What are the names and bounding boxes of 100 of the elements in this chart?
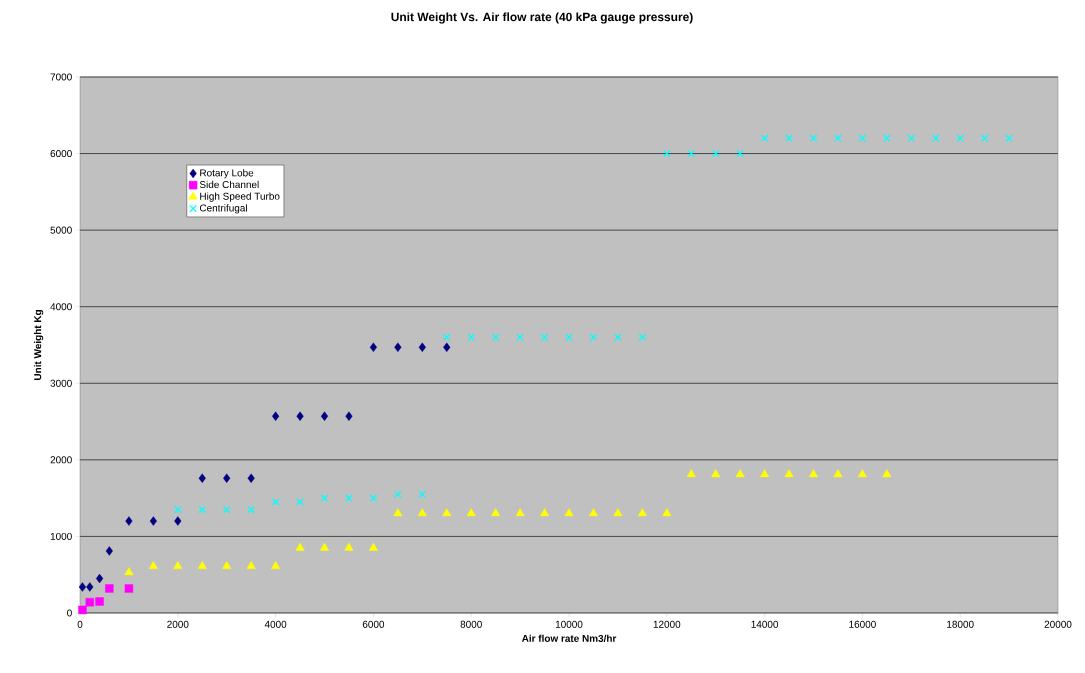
point: [86, 582, 94, 592]
point: [711, 149, 720, 158]
x-tick-label: 2000: [167, 620, 189, 628]
point: [124, 584, 134, 593]
point: [198, 473, 206, 483]
y-tick-label: 0: [67, 609, 72, 617]
point: [466, 508, 476, 517]
x-tick-label: 12000: [653, 620, 681, 628]
x-tick-label: 14000: [751, 620, 779, 628]
point: [442, 508, 452, 517]
point: [247, 473, 255, 483]
point: [711, 469, 721, 478]
point: [1005, 134, 1013, 143]
point: [271, 498, 280, 506]
point: [148, 561, 158, 569]
x-tick-label: 0: [77, 620, 83, 628]
y-tick-label: 4000: [50, 303, 72, 311]
y-tick-label: 7000: [50, 73, 72, 81]
point: [565, 333, 573, 342]
x-tick-label: 6000: [362, 620, 385, 628]
point: [662, 508, 672, 517]
point: [857, 469, 867, 478]
point: [198, 505, 207, 514]
point: [320, 494, 329, 502]
point: [96, 573, 104, 584]
point: [78, 582, 87, 592]
point: [78, 605, 87, 615]
x-tick-label: 20000: [1044, 620, 1072, 628]
x-tick-label: 10000: [555, 620, 583, 628]
point: [491, 508, 501, 517]
point: [85, 598, 94, 607]
x-axis-title: Air flow rate Nm3/hr: [521, 634, 617, 643]
x-tick-label: 16000: [849, 620, 876, 628]
point: [417, 508, 427, 517]
point: [271, 561, 281, 569]
y-tick-label: 6000: [50, 150, 72, 158]
legend-label: High Speed Turbo: [200, 192, 280, 202]
point: [272, 411, 280, 421]
y-tick-label: 2000: [50, 456, 72, 464]
point: [344, 542, 354, 551]
point: [296, 411, 304, 421]
point: [564, 508, 574, 517]
point: [393, 508, 403, 517]
point: [247, 505, 255, 514]
point: [443, 342, 451, 352]
point: [882, 469, 892, 478]
point: [246, 561, 256, 569]
legend-label: Side Channel: [199, 180, 259, 189]
point: [613, 508, 623, 517]
point: [369, 494, 378, 502]
point: [394, 342, 402, 352]
y-axis-title: Unit Weight Kg: [33, 310, 44, 380]
point: [149, 516, 157, 526]
point: [980, 134, 989, 143]
point: [105, 584, 114, 593]
legend-label: Rotary Lobe: [200, 169, 254, 179]
point: [735, 469, 745, 478]
x-tick-label: 18000: [947, 620, 974, 628]
point: [105, 546, 113, 556]
chart-title: Unit Weight Vs. Air flow rate (40 kPa gauge pressure): [391, 12, 693, 24]
point: [125, 516, 133, 526]
point: [760, 134, 769, 143]
point: [394, 490, 402, 499]
point: [124, 567, 134, 576]
point: [637, 508, 647, 517]
point: [883, 134, 891, 143]
point: [223, 473, 231, 483]
point: [368, 542, 378, 551]
point: [784, 469, 794, 478]
point: [588, 508, 598, 517]
point: [197, 561, 207, 569]
point: [295, 542, 305, 551]
point: [614, 333, 622, 342]
point: [369, 342, 377, 352]
point: [516, 333, 524, 342]
point: [95, 597, 104, 606]
point: [320, 411, 329, 421]
point: [540, 333, 549, 342]
point: [834, 134, 842, 143]
point: [345, 411, 353, 421]
y-tick-label: 3000: [50, 379, 72, 387]
y-tick-label: 5000: [50, 226, 72, 234]
point: [173, 561, 183, 569]
point: [809, 469, 819, 478]
point: [662, 149, 671, 158]
point: [418, 342, 426, 352]
point: [833, 469, 843, 478]
legend-label: Centrifugal: [199, 204, 247, 214]
point: [760, 469, 770, 478]
point: [222, 505, 231, 514]
x-tick-label: 4000: [264, 620, 287, 628]
point: [540, 508, 550, 517]
x-tick-label: 8000: [460, 620, 482, 628]
point: [686, 469, 696, 478]
point: [174, 516, 182, 526]
point: [589, 333, 598, 342]
point: [785, 134, 793, 143]
point: [320, 542, 330, 551]
point: [515, 508, 525, 517]
point: [736, 149, 744, 158]
